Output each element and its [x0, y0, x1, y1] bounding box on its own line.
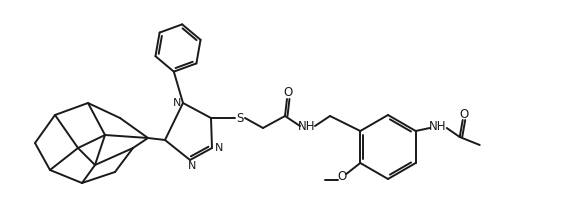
Text: N: N — [215, 143, 223, 153]
Text: S: S — [237, 111, 244, 125]
Text: NH: NH — [298, 120, 316, 132]
Text: NH: NH — [429, 120, 447, 134]
Text: O: O — [459, 108, 468, 120]
Text: O: O — [284, 87, 293, 99]
Text: N: N — [188, 161, 196, 171]
Text: N: N — [173, 98, 181, 108]
Text: O: O — [338, 171, 347, 183]
